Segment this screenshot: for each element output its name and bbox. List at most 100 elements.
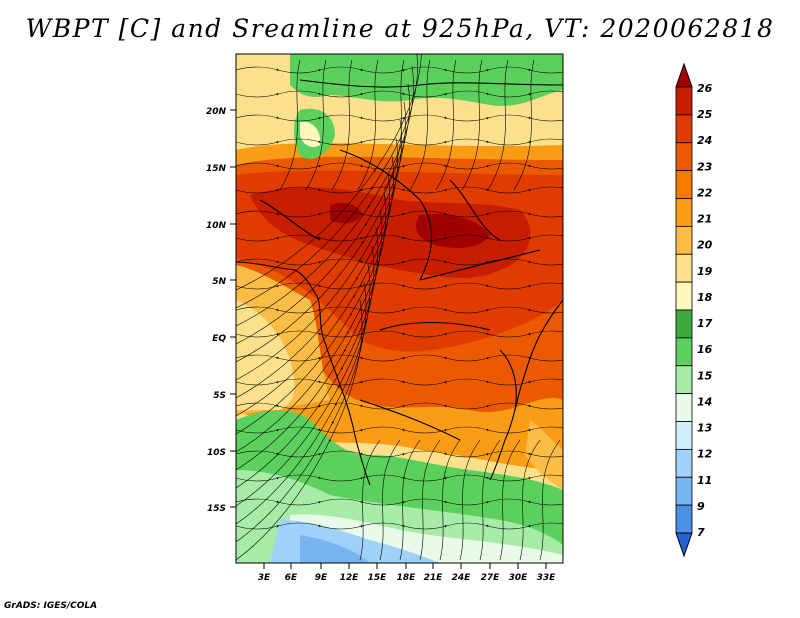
lat-label: 10S [207,448,226,458]
colorbar-bottom-arrow [675,532,693,558]
streamline [513,59,535,191]
lon-label: 27E [481,573,501,583]
streamline [439,439,461,561]
streamline [305,59,327,191]
lat-label: 10N [206,221,227,231]
colorbar-label: 26 [697,82,713,95]
colorbar-label: 18 [697,291,713,304]
colorbar-segment [675,309,693,339]
colorbar-segment [675,421,693,450]
colorbar-segment [675,142,693,172]
streamline [236,90,563,98]
streamline [279,59,301,191]
colorbar-label: 7 [697,526,705,539]
streamline [359,439,381,561]
plot-frame [235,53,564,564]
colorbar-label: 12 [697,448,713,461]
streamline [236,282,563,290]
streamline [399,439,421,561]
plot-area [236,54,563,563]
streamline [236,522,563,530]
colorbar-label: 9 [697,500,705,513]
wbpt-band-25 [250,187,531,278]
lon-label: 12E [340,573,360,583]
streamline [236,354,563,362]
colorbar-segment [675,504,693,534]
colorbar-label: 22 [697,186,713,199]
streamline [383,59,405,191]
colorbar-segment [675,198,693,227]
lon-label: 15E [368,573,388,583]
streamline [236,378,563,386]
streamline [479,439,501,561]
colorbar-segment [675,170,693,199]
colorbar-segment [675,114,693,144]
streamline [236,426,563,434]
colorbar-segment [675,365,693,395]
streamline [539,439,561,561]
streamline [236,119,402,381]
streamline [236,114,563,122]
streamline [236,155,395,417]
streamline [236,263,371,525]
streamline [236,330,563,338]
streamline [331,59,353,191]
streamline [236,186,563,194]
map-title: WBPT [C] and Sreamline at 925hPa, VT: 20… [25,14,775,43]
lon-label: 18E [397,573,417,583]
colorbar-label: 19 [697,265,713,278]
lon-axis: 3E 6E 9E 12E 15E 18E 21E 24E 27E 30E 33E [258,563,556,583]
streamline [519,439,541,561]
colorbar-segment [675,337,693,367]
colorbar-label: 23 [697,160,713,173]
streamline [459,439,481,561]
streamline [236,258,563,266]
streamline [357,59,379,191]
colorbar-label: 25 [697,108,713,121]
streamline [461,59,483,191]
colorbar-segment [675,253,693,283]
colorbar-label: 15 [697,369,713,382]
lon-label: 24E [452,573,472,583]
streamline [236,210,563,218]
footer-credit: GrADS: IGES/COLA [4,601,98,611]
streamlines [236,54,563,561]
wbpt-east-coast [525,420,563,490]
streamline [236,306,563,314]
colorbar-label: 11 [697,474,712,487]
colorbar-label: 20 [697,239,713,252]
streamline [499,439,521,561]
lon-label: 30E [509,573,529,583]
colorbar-label: 14 [697,395,712,408]
lat-axis: 20N 15N 10N 5N EQ 5S 10S 15S [206,107,236,514]
streamline [419,439,441,561]
colorbar-segment [675,281,693,311]
streamline [236,450,563,458]
colorbar-label: 13 [697,422,713,435]
streamline [379,439,401,561]
colorbar-segment [675,448,693,478]
lat-label: 15N [206,164,227,174]
lon-label: 33E [537,573,557,583]
streamline [487,59,509,191]
streamline [236,137,398,399]
streamline [236,498,563,506]
colorbar-segment [675,86,693,116]
wbpt-south-blue [300,535,370,563]
lat-label: 5S [213,391,226,401]
streamline [236,138,563,146]
colorbar-segment [675,393,693,422]
streamline [435,59,457,191]
lat-label: 15S [207,504,226,514]
streamline [236,299,363,561]
colorbar-segment [675,476,693,506]
lon-label: 9E [315,573,328,583]
streamline [236,402,563,410]
lon-label: 3E [258,573,271,583]
colorbar-label: 16 [697,343,713,356]
colorbar-label: 17 [697,317,713,330]
colorbar-label: 21 [697,213,712,226]
lon-label: 6E [285,573,298,583]
lon-label: 21E [424,573,444,583]
